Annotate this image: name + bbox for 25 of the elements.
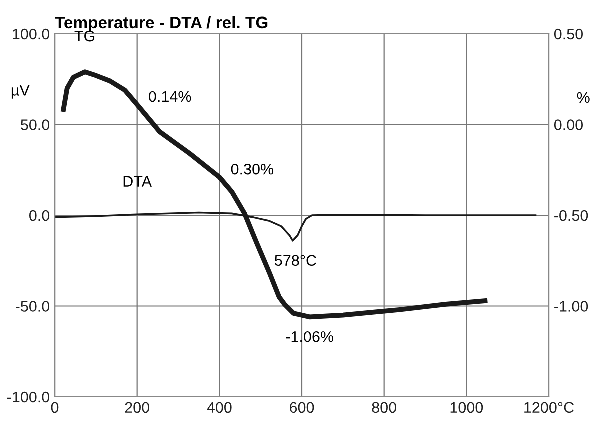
annotation: 0.14% (149, 91, 192, 102)
y-tick-label: 50.0 (21, 120, 50, 130)
annotation: 578°C (275, 255, 316, 266)
y-tick-label: -100.0 (8, 392, 50, 403)
x-tick-label: 600 (290, 402, 314, 414)
y-tick-label: 0.0 (30, 210, 50, 222)
x-tick-label: 0 (51, 402, 59, 414)
x-tick-label: 800 (372, 402, 396, 414)
x-tick-label: 200 (125, 402, 150, 414)
x-tick-label: 1200°C (524, 402, 574, 414)
y2-tick-label: 0.50 (554, 28, 583, 40)
chart-title: Temperature - DTA / rel. TG (55, 16, 268, 32)
y-tick-label: 100.0 (13, 28, 50, 40)
y2-tick-label: -0.50 (554, 210, 588, 222)
y2-tick-label: 0.00 (554, 120, 583, 130)
text: TG (74, 30, 95, 42)
x-tick-label: 1000 (450, 402, 484, 414)
x-tick-label: 400 (207, 402, 232, 414)
annotation: -1.06% (286, 331, 334, 342)
y2-axis-title: % (577, 92, 590, 104)
series-label: DTA (124, 176, 152, 187)
annotation: 0.30% (231, 164, 274, 175)
y2-tick-label: -1.00 (554, 301, 588, 312)
y-axis-title: µV (12, 85, 30, 99)
y-tick-label: -50.0 (16, 301, 50, 312)
